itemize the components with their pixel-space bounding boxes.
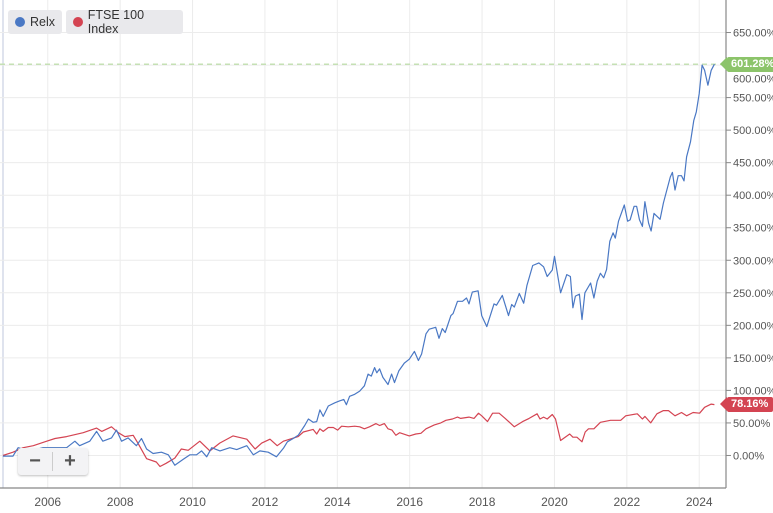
y-tick-label: 500.00% — [733, 125, 773, 137]
y-tick-label: 250.00% — [733, 288, 773, 300]
zoom-out-button[interactable]: − — [18, 448, 52, 475]
x-tick-label: 2014 — [324, 495, 351, 509]
y-tick-label: 650.00% — [733, 28, 773, 40]
y-tick-label: 350.00% — [733, 223, 773, 235]
y-tick-label: 600.00% — [733, 74, 773, 86]
y-tick-label: 300.00% — [733, 255, 773, 267]
y-tick-label: 450.00% — [733, 158, 773, 170]
x-tick-label: 2018 — [469, 495, 496, 509]
minus-icon: − — [29, 450, 41, 472]
grid — [0, 0, 726, 489]
legend-item-relx[interactable]: Relx — [8, 10, 62, 34]
x-tick-label: 2016 — [396, 495, 423, 509]
x-tick-label: 2010 — [179, 495, 206, 509]
legend-item-ftse[interactable]: FTSE 100 Index — [66, 8, 183, 36]
x-axis: 2004200620082010201220142016201820202022… — [0, 487, 726, 509]
x-tick-label: 2008 — [107, 495, 134, 509]
y-tick-label: 200.00% — [733, 320, 773, 332]
series-group — [2, 63, 715, 468]
zoom-controls: − + — [18, 448, 88, 475]
x-tick-label: 2006 — [34, 495, 61, 509]
x-tick-label: 2024 — [686, 495, 713, 509]
y-axis: 0.00% 50.00% 100.00% 150.00% 200.00% 250.00% 3… — [725, 0, 773, 488]
ftse-last-value-tag: 78.16% — [719, 397, 773, 413]
relx-color-dot-icon — [15, 17, 25, 27]
y-tick-label: 100.00% — [733, 385, 773, 397]
legend-label-relx: Relx — [29, 15, 55, 29]
x-tick-label: 2012 — [252, 495, 279, 509]
y-tick-label: 150.00% — [733, 353, 773, 365]
zoom-divider — [52, 452, 53, 471]
series-line-ftse-100-index — [2, 403, 715, 468]
y-tick-label: 550.00% — [733, 93, 773, 105]
series-line-relx — [2, 63, 715, 466]
x-tick-label: 2020 — [541, 495, 568, 509]
legend-label-ftse: FTSE 100 Index — [87, 8, 145, 36]
relx-last-value-tag: 601.28% — [719, 56, 773, 72]
zoom-in-button[interactable]: + — [53, 448, 87, 475]
y-tick-label: 0.00% — [733, 450, 764, 462]
y-tick-label: 50.00% — [733, 418, 771, 430]
plus-icon: + — [64, 450, 76, 472]
x-tick-label: 2022 — [613, 495, 640, 509]
y-tick-label: 400.00% — [733, 190, 773, 202]
ftse-color-dot-icon — [73, 17, 83, 27]
